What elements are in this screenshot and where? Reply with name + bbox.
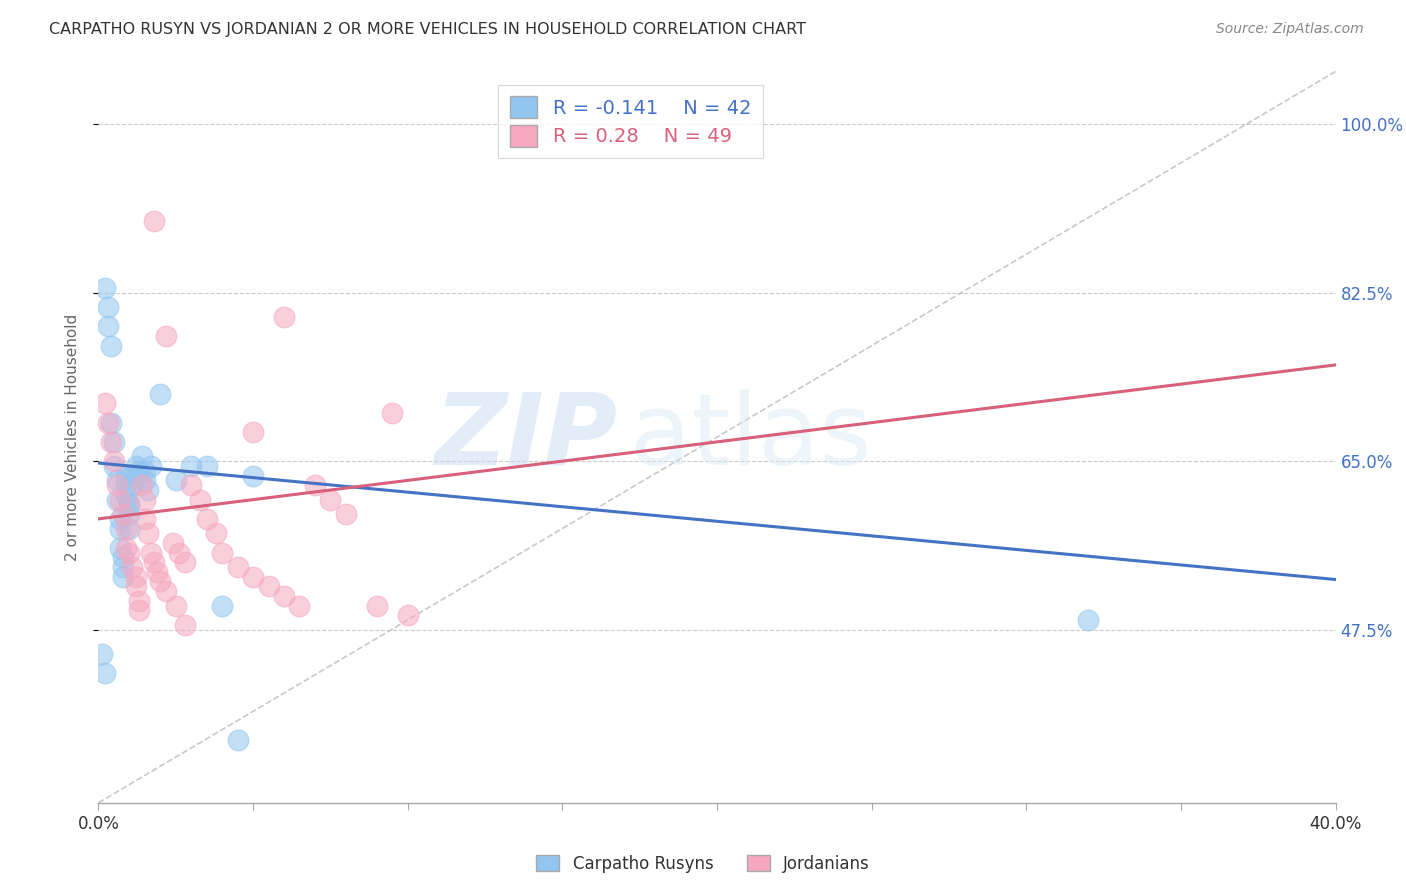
Point	[100, 434, 122, 449]
Point	[195, 512, 218, 526]
Point	[93, 665, 115, 680]
Point	[93, 396, 115, 410]
Point	[366, 599, 388, 613]
Point	[226, 733, 249, 747]
Point	[112, 550, 135, 565]
Point	[162, 536, 184, 550]
Point	[124, 569, 146, 583]
Point	[103, 458, 125, 473]
Point	[118, 521, 141, 535]
Point	[112, 560, 135, 574]
Y-axis label: 2 or more Vehicles in Household: 2 or more Vehicles in Household	[65, 313, 80, 561]
Point	[118, 545, 141, 559]
Point	[108, 492, 131, 507]
Point	[257, 579, 280, 593]
Point	[134, 464, 156, 478]
Text: atlas: atlas	[630, 389, 872, 485]
Text: ZIP: ZIP	[434, 389, 619, 485]
Legend: R = -0.141    N = 42, R = 0.28    N = 49: R = -0.141 N = 42, R = 0.28 N = 49	[498, 85, 763, 158]
Point	[180, 458, 202, 473]
Point	[105, 492, 128, 507]
Point	[108, 521, 131, 535]
Point	[115, 521, 138, 535]
Point	[121, 478, 143, 492]
Point	[124, 468, 146, 483]
Point	[118, 507, 141, 521]
Point	[136, 526, 159, 541]
Text: CARPATHO RUSYN VS JORDANIAN 2 OR MORE VEHICLES IN HOUSEHOLD CORRELATION CHART: CARPATHO RUSYN VS JORDANIAN 2 OR MORE VE…	[49, 22, 806, 37]
Point	[149, 386, 172, 401]
Point	[134, 492, 156, 507]
Point	[211, 599, 233, 613]
Point	[118, 498, 141, 512]
Point	[273, 589, 295, 603]
Point	[121, 560, 143, 574]
Point	[381, 406, 404, 420]
Point	[121, 468, 143, 483]
Point	[155, 329, 177, 343]
Point	[146, 565, 169, 579]
Point	[97, 300, 120, 314]
Point	[1077, 613, 1099, 627]
Point	[174, 617, 197, 632]
Point	[131, 450, 153, 464]
Point	[128, 603, 150, 617]
Point	[139, 545, 162, 559]
Point	[155, 584, 177, 599]
Point	[97, 319, 120, 334]
Point	[273, 310, 295, 324]
Point	[174, 555, 197, 569]
Point	[211, 545, 233, 559]
Point	[242, 569, 264, 583]
Point	[100, 338, 122, 352]
Point	[124, 458, 146, 473]
Point	[134, 474, 156, 488]
Point	[108, 541, 131, 555]
Point	[139, 458, 162, 473]
Text: Source: ZipAtlas.com: Source: ZipAtlas.com	[1216, 22, 1364, 37]
Point	[288, 599, 311, 613]
Point	[396, 608, 419, 623]
Point	[105, 478, 128, 492]
Point	[128, 593, 150, 607]
Point	[149, 574, 172, 589]
Point	[108, 512, 131, 526]
Point	[136, 483, 159, 497]
Point	[128, 464, 150, 478]
Point	[134, 512, 156, 526]
Point	[190, 492, 212, 507]
Point	[100, 416, 122, 430]
Point	[115, 488, 138, 502]
Point	[180, 478, 202, 492]
Point	[205, 526, 228, 541]
Point	[124, 579, 146, 593]
Point	[115, 478, 138, 492]
Point	[115, 541, 138, 555]
Point	[118, 498, 141, 512]
Point	[105, 474, 128, 488]
Point	[103, 454, 125, 468]
Point	[242, 468, 264, 483]
Point	[195, 458, 218, 473]
Point	[319, 492, 342, 507]
Point	[90, 647, 112, 661]
Legend: Carpatho Rusyns, Jordanians: Carpatho Rusyns, Jordanians	[529, 848, 877, 880]
Point	[97, 416, 120, 430]
Point	[304, 478, 326, 492]
Point	[242, 425, 264, 440]
Point	[112, 569, 135, 583]
Point	[167, 545, 190, 559]
Point	[112, 507, 135, 521]
Point	[131, 478, 153, 492]
Point	[165, 599, 187, 613]
Point	[226, 560, 249, 574]
Point	[165, 474, 187, 488]
Point	[335, 507, 357, 521]
Point	[93, 281, 115, 295]
Point	[143, 555, 166, 569]
Point	[115, 468, 138, 483]
Point	[143, 213, 166, 227]
Point	[103, 434, 125, 449]
